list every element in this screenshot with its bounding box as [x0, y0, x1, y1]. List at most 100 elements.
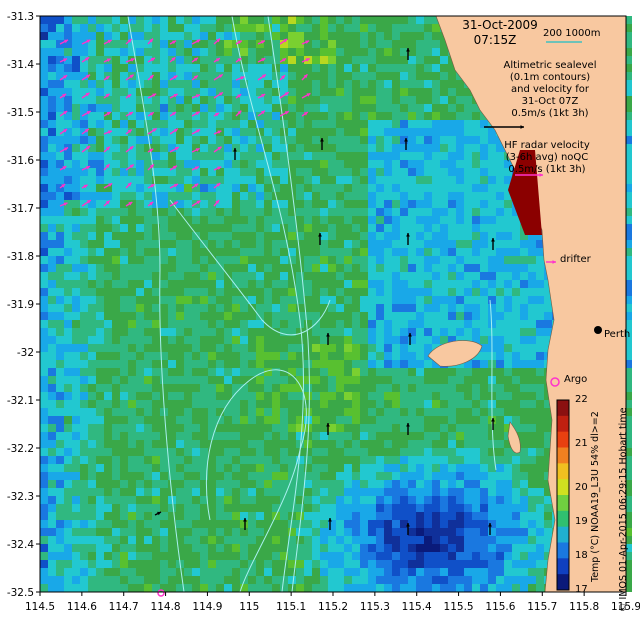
- arrow-head: [149, 148, 154, 153]
- arrow-head: [195, 94, 200, 98]
- arrow-head: [218, 74, 223, 78]
- colorbar-tick-label: 21: [575, 438, 588, 449]
- arrow-head: [150, 57, 155, 62]
- arrow-head: [406, 523, 410, 527]
- arrow-head: [520, 125, 524, 129]
- colorbar-swatch: [557, 495, 569, 512]
- arrow-head: [284, 92, 289, 96]
- arrow-head: [196, 39, 201, 44]
- arrow-head: [149, 38, 154, 43]
- colorbar-tick-label: 20: [575, 482, 588, 493]
- arrow-head: [83, 184, 88, 189]
- arrow-head: [406, 48, 410, 52]
- x-tick-label: 115.2: [318, 601, 348, 613]
- arrow-head: [127, 182, 132, 187]
- x-tick-label: 115.3: [360, 601, 390, 613]
- arrow-head: [194, 183, 199, 188]
- altimetry-line: Altimetric sealevel: [503, 60, 597, 71]
- map-time: 07:15Z: [473, 33, 517, 47]
- arrow-head: [106, 111, 111, 116]
- city-label: Perth: [604, 329, 631, 340]
- arrow-head: [172, 40, 177, 45]
- arrow-head: [173, 75, 178, 80]
- contour-line: [169, 199, 331, 336]
- arrow-head: [216, 183, 221, 187]
- arrow-head: [539, 173, 543, 177]
- arrow-head: [215, 112, 220, 117]
- arrow-head: [108, 183, 113, 187]
- colorbar-swatch: [557, 558, 569, 575]
- arrow-head: [215, 200, 220, 205]
- arrow-head: [328, 518, 332, 522]
- axis-ticks: 114.5 114.6 114.7 114.8 114.9 115 115.1 115.2 11…: [7, 11, 640, 613]
- contour-line: [231, 15, 304, 593]
- y-tick-label: -31.6: [7, 155, 34, 167]
- arrow-head: [86, 74, 91, 79]
- contour-line: [489, 299, 497, 471]
- arrow-head: [64, 147, 69, 151]
- colorbar-swatch: [557, 447, 569, 464]
- arrow-head: [127, 129, 132, 134]
- arrow-head: [303, 74, 308, 79]
- arrow-head: [152, 128, 157, 132]
- hf-radar-line: 0.5m/s (1kt 3h): [508, 164, 586, 175]
- arrow-head: [283, 38, 288, 43]
- arrow-head: [171, 57, 176, 62]
- arrow-head: [63, 75, 68, 79]
- arrow-head: [171, 112, 176, 116]
- colorbar-border: [556, 399, 570, 591]
- x-tick-label: 114.8: [151, 601, 181, 613]
- argo-label: Argo: [564, 374, 588, 385]
- y-tick-label: -31.8: [7, 251, 34, 263]
- contour-line: [127, 15, 185, 593]
- arrow-head: [193, 57, 198, 62]
- arrow-head: [152, 93, 157, 98]
- colorbar: [556, 399, 570, 591]
- y-tick-label: -31.4: [7, 59, 34, 71]
- x-tick-label: 115.4: [402, 601, 432, 613]
- arrow-head: [218, 92, 223, 96]
- arrow-head: [106, 58, 111, 63]
- x-tick-label: 115.8: [569, 601, 599, 613]
- altimetry-line: 31-Oct 07Z: [521, 96, 579, 107]
- arrow-head: [61, 184, 66, 188]
- arrow-head: [318, 233, 322, 237]
- arrow-head: [149, 112, 154, 116]
- colorbar-swatch: [557, 463, 569, 480]
- arrow-head: [284, 111, 289, 115]
- altimetry-line: (0.1m contours): [509, 72, 591, 83]
- arrow-head: [105, 76, 110, 80]
- footer-credit: © IMOS 01-Apr-2015 06:29:15 Hobart time: [618, 407, 629, 612]
- x-tick-label: 115: [239, 601, 259, 613]
- y-tick-label: -31.5: [7, 107, 34, 119]
- arrow-head: [173, 183, 178, 188]
- arrow-head: [406, 233, 410, 237]
- arrow-head: [63, 202, 68, 206]
- arrow-head: [303, 112, 308, 116]
- arrow-head: [326, 423, 330, 427]
- drifter-label: drifter: [560, 254, 591, 265]
- colorbar-swatch: [557, 574, 569, 591]
- arrow-head: [491, 418, 495, 422]
- x-tick-label: 115.6: [485, 601, 515, 613]
- arrow-head: [281, 75, 286, 80]
- arrow-head: [261, 74, 266, 79]
- colorbar-tick-label: 22: [575, 394, 588, 405]
- arrow-head: [129, 164, 134, 169]
- arrow-head: [63, 111, 68, 115]
- y-tick-label: -31.7: [7, 203, 34, 215]
- x-tick-label: 114.5: [25, 601, 55, 613]
- arrow-head: [106, 146, 110, 151]
- y-tick-label: -32: [17, 347, 34, 359]
- arrow-head: [107, 39, 112, 44]
- colorbar-swatch: [557, 415, 569, 433]
- y-tick-label: -31.3: [7, 11, 34, 23]
- colorbar-tick-label: 19: [575, 516, 588, 527]
- arrow-head: [128, 202, 133, 206]
- x-tick-label: 114.7: [109, 601, 139, 613]
- y-tick-label: -31.9: [7, 299, 34, 311]
- altimetry-line: and velocity for: [510, 84, 589, 95]
- arrow-head: [128, 112, 133, 116]
- x-tick-label: 115.7: [527, 601, 557, 613]
